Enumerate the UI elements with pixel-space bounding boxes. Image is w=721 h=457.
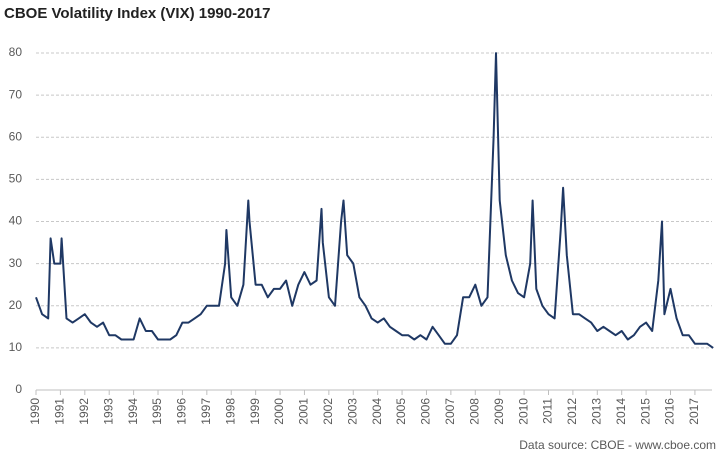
x-tick-label: 1997	[199, 398, 213, 425]
series-line	[35, 52, 714, 349]
x-tick-label: 2015	[638, 398, 652, 425]
x-tick-label: 1990	[28, 398, 42, 425]
x-tick-label: 2014	[614, 398, 628, 425]
y-tick-label: 70	[9, 87, 23, 101]
y-tick-label: 80	[9, 45, 23, 59]
y-tick-label: 30	[9, 256, 23, 270]
x-tick-label: 1991	[53, 398, 67, 425]
x-tick-label: 1992	[77, 398, 91, 425]
x-tick-label: 2010	[516, 398, 530, 425]
y-tick-label: 20	[9, 298, 23, 312]
x-tick-label: 1998	[223, 398, 237, 425]
y-tick-label: 10	[9, 340, 23, 354]
x-tick-label: 2011	[541, 398, 555, 424]
x-tick-label: 2016	[663, 398, 677, 425]
x-tick-label: 2012	[565, 398, 579, 425]
x-tick-label: 1995	[150, 398, 164, 425]
x-tick-label: 2004	[370, 398, 384, 425]
x-tick-label: 1999	[248, 398, 262, 425]
x-tick-label: 2002	[321, 398, 335, 425]
y-tick-label: 60	[9, 129, 23, 143]
x-tick-label: 1994	[126, 398, 140, 425]
x-tick-label: 2006	[419, 398, 433, 425]
x-tick-label: 2005	[394, 398, 408, 425]
x-tick-label: 2001	[297, 398, 311, 425]
x-tick-label: 1996	[175, 398, 189, 425]
x-tick-label: 2008	[467, 398, 481, 425]
x-tick-label: 2000	[272, 398, 286, 425]
x-tick-label: 2013	[589, 398, 603, 425]
y-tick-label: 0	[15, 382, 22, 396]
x-tick-label: 2007	[443, 398, 457, 425]
source-note: Data source: CBOE - www.cboe.com	[519, 438, 716, 452]
x-tick-label: 1993	[101, 398, 115, 425]
chart-title: CBOE Volatility Index (VIX) 1990-2017	[4, 5, 270, 22]
y-tick-label: 40	[9, 214, 23, 228]
x-tick-label: 2009	[492, 398, 506, 425]
x-tick-label: 2003	[345, 398, 359, 425]
x-tick-label: 2017	[687, 398, 701, 425]
y-tick-label: 50	[9, 172, 23, 186]
